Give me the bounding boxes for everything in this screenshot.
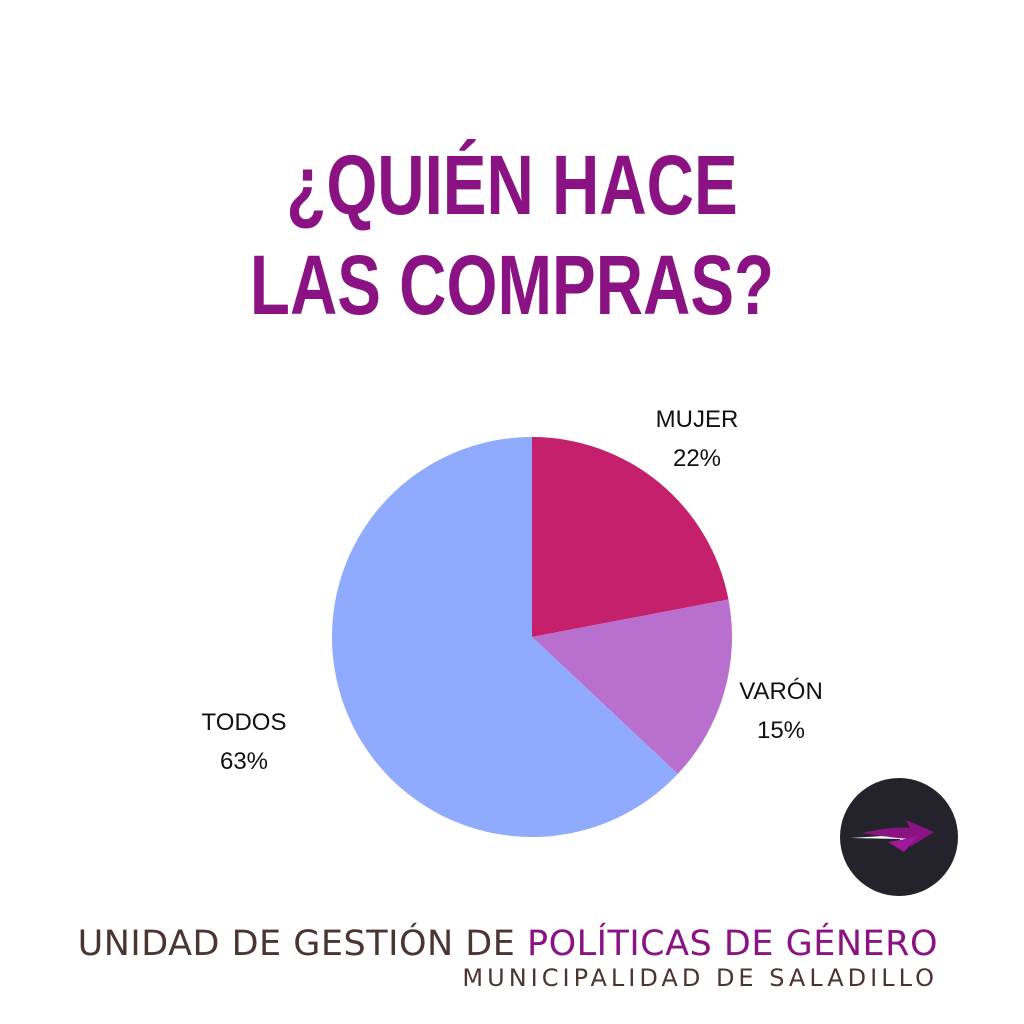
arrow-right-icon: [850, 820, 934, 852]
footer-unit-text: UNIDAD DE GESTIÓN DE: [77, 924, 527, 964]
logo-badge: [840, 778, 958, 896]
slice-label-varón: VARÓN: [739, 678, 823, 705]
footer-policies-text: POLÍTICAS DE GÉNERO: [527, 924, 938, 964]
slice-value-varón: 15%: [757, 717, 805, 744]
slice-value-mujer: 22%: [673, 445, 721, 472]
pie-slice-varón: [532, 599, 733, 774]
slice-label-todos: TODOS: [202, 709, 287, 736]
slice-label-mujer: MUJER: [656, 406, 739, 433]
pie-slice-todos: [331, 437, 678, 837]
footer-organization: UNIDAD DE GESTIÓN DE POLÍTICAS DE GÉNERO: [78, 924, 938, 964]
title-line-1: ¿QUIÉN HACE: [286, 138, 738, 232]
pie-slices: [331, 436, 733, 837]
pie-slice-mujer: [532, 436, 729, 637]
pie-labels: MUJER 22% VARÓN 15% TODOS 63%: [202, 406, 823, 775]
footer-municipality: MUNICIPALIDAD DE SALADILLO: [462, 964, 938, 992]
slice-value-todos: 63%: [220, 748, 268, 775]
title-line-2: LAS COMPRAS?: [249, 238, 775, 332]
